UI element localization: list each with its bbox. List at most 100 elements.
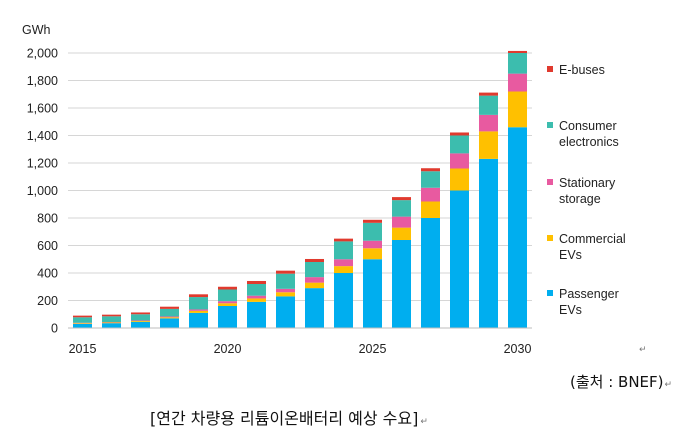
bar-segment [363,222,382,241]
bar-segment [508,73,527,92]
legend-swatch [547,179,553,185]
y-tick-label: 200 [37,294,58,308]
x-tick-label: 2025 [359,342,387,356]
bar-segment [131,320,150,321]
bar-segment [305,258,324,262]
bar-segment [421,171,440,188]
bar-segment [73,323,92,324]
legend-swatch [547,235,553,241]
bar-segment [189,297,208,310]
bar-segment [73,317,92,323]
source-text: (출처 : BNEF) [570,373,664,391]
bar-segment [160,308,179,317]
bar-segment [305,282,324,289]
bar-segment [131,320,150,322]
bar-segment [73,315,92,318]
bar-segment [479,95,498,115]
bar-segment [334,259,353,267]
figure-caption: [연간 차량용 리튬이온배터리 예상 수요] ↵ [150,405,428,429]
y-tick-label: 1,600 [27,102,58,116]
legend-label: Passenger [559,287,619,301]
y-tick-label: 600 [37,239,58,253]
bar-segment [421,218,440,328]
bar-segment [189,294,208,298]
bar-segment [363,240,382,249]
y-tick-label: 400 [37,267,58,281]
y-tick-label: 0 [51,322,58,336]
bar-segment [247,301,266,329]
legend: E-buses Consumer electronics Stationary stor… [547,63,626,317]
y-tick-label: 1,200 [27,157,58,171]
bar-segment [392,197,411,201]
bar-segment [131,314,150,321]
bar-segment [189,309,208,311]
y-tick-label: 1,400 [27,129,58,143]
legend-label: Commercial [559,232,626,246]
bar-segment [218,286,237,290]
bar-segment [305,277,324,283]
legend-label: Consumer [559,119,617,133]
y-tick-label: 1,800 [27,74,58,88]
bar-segment [363,259,382,328]
bar-segment [508,91,527,128]
legend-label: storage [559,192,601,206]
bar-segment [334,238,353,242]
legend-swatch [547,66,553,72]
bar-segment [334,273,353,328]
legend-label: EVs [559,303,582,317]
bar-segment [392,227,411,241]
bar-segment [276,288,295,293]
bar-segment [276,273,295,289]
legend-label: electronics [559,135,619,149]
bar-segment [102,322,121,324]
battery-demand-chart: GWh 0 200 400 600 800 1,000 1,200 1,400 1,600 1,8… [22,23,626,356]
x-tick-label: 2020 [214,342,242,356]
bar-segment [102,323,121,328]
paragraph-mark: ↵ [639,345,647,355]
bar-segment [276,270,295,274]
y-axis-ticks: 0 200 400 600 800 1,000 1,200 1,400 1,600 1,800 2,… [27,47,58,336]
paragraph-mark: ↵ [664,380,673,390]
y-tick-label: 1,000 [27,184,58,198]
bar-segment [218,289,237,302]
bar-segment [247,295,266,299]
bar-segment [102,314,121,317]
bar-segment [247,284,266,296]
legend-swatch [547,122,553,128]
bar-segment [450,132,469,136]
bar-segment [218,306,237,328]
legend-swatch [547,290,553,296]
bar-segment [479,92,498,96]
bar-segment [131,321,150,328]
bar-segment [450,135,469,154]
caption-text: [연간 차량용 리튬이온배터리 예상 수요] [150,409,419,428]
bar-segment [276,296,295,329]
bar-segment [392,216,411,228]
paragraph-mark: ↵ [420,417,428,427]
y-tick-label: 2,000 [27,47,58,61]
y-tick-label: 800 [37,212,58,226]
bar-segment [421,187,440,202]
bar-segment [421,201,440,218]
bar-segment [421,168,440,172]
bar-segment [450,190,469,328]
bar-segment [508,50,527,53]
source-note: (출처 : BNEF)↵ [570,371,672,392]
bar-segment [305,262,324,278]
bar-segment [189,312,208,329]
bar-segment [305,288,324,329]
bar-segment [160,317,179,319]
bar-segment [189,310,208,313]
bar-segment [363,219,382,223]
bar-segment [102,316,121,323]
bar-segment [479,131,498,159]
bar-segment [247,280,266,284]
bar-segment [276,292,295,297]
x-tick-label: 2015 [69,342,97,356]
bar-segment [479,158,498,329]
bar-segment [160,318,179,329]
bars [73,50,527,329]
bar-segment [450,168,469,191]
bar-segment [218,303,237,306]
x-axis-ticks: 2015 2020 2025 2030 [69,342,532,356]
